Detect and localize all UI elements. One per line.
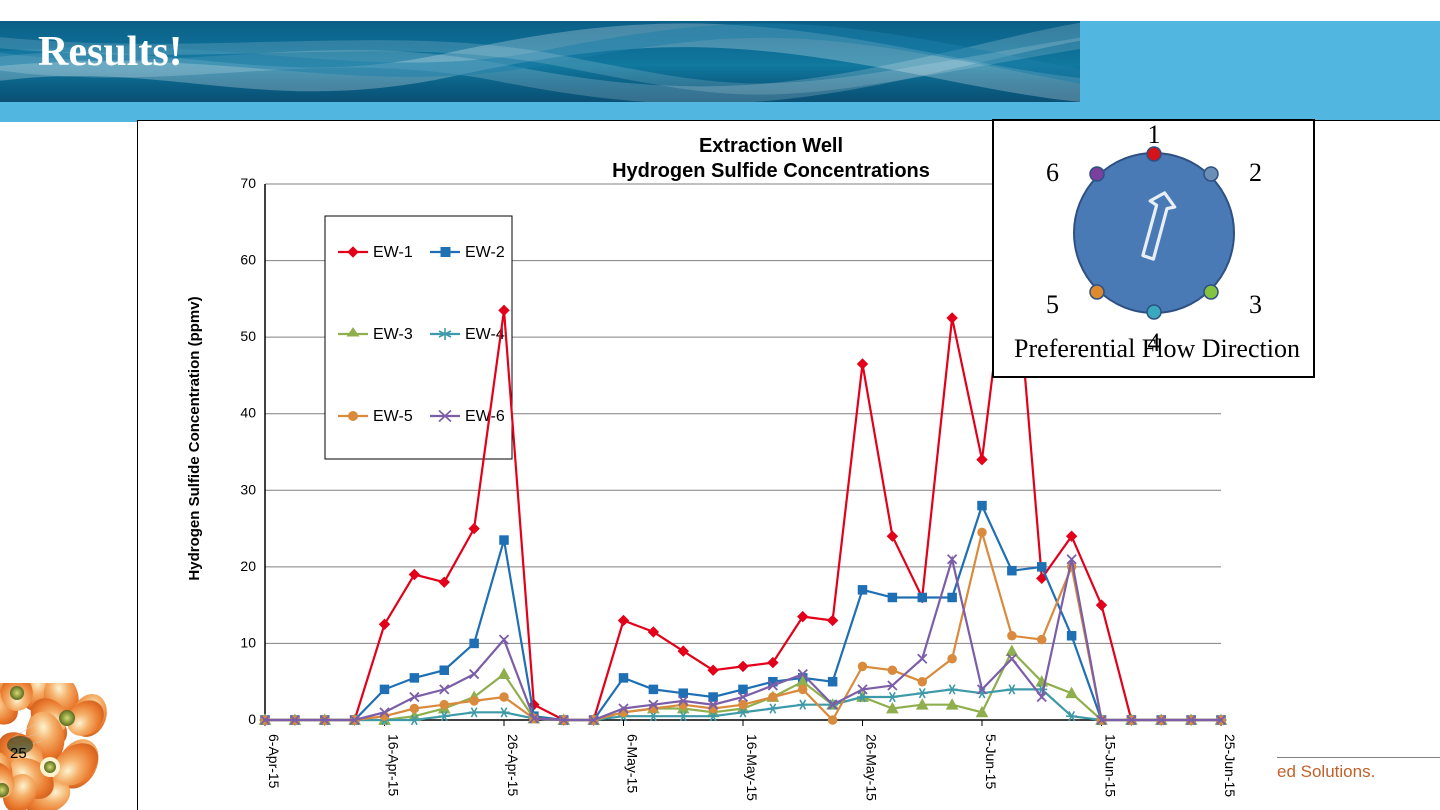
svg-text:EW-1: EW-1 — [373, 244, 413, 261]
svg-text:1: 1 — [1148, 121, 1161, 149]
svg-text:0: 0 — [248, 711, 256, 727]
svg-text:30: 30 — [240, 481, 256, 497]
svg-text:16-Apr-15: 16-Apr-15 — [386, 734, 402, 796]
svg-text:16-May-15: 16-May-15 — [744, 734, 760, 801]
svg-text:70: 70 — [240, 175, 256, 191]
svg-text:26-Apr-15: 26-Apr-15 — [505, 734, 521, 796]
svg-text:EW-2: EW-2 — [465, 244, 505, 261]
svg-text:EW-5: EW-5 — [373, 408, 413, 425]
svg-text:15-Jun-15: 15-Jun-15 — [1103, 734, 1119, 797]
svg-text:2: 2 — [1249, 158, 1262, 187]
svg-text:10: 10 — [240, 634, 256, 650]
svg-text:6-May-15: 6-May-15 — [625, 734, 641, 793]
svg-text:20: 20 — [240, 558, 256, 574]
svg-text:5-Jun-15: 5-Jun-15 — [983, 734, 999, 789]
svg-text:EW-6: EW-6 — [465, 408, 505, 425]
svg-text:EW-3: EW-3 — [373, 326, 413, 343]
svg-text:25-Jun-15: 25-Jun-15 — [1222, 734, 1238, 797]
svg-text:50: 50 — [240, 328, 256, 344]
svg-text:3: 3 — [1249, 290, 1262, 319]
svg-text:40: 40 — [240, 405, 256, 421]
svg-text:6: 6 — [1046, 158, 1059, 187]
svg-text:6-Apr-15: 6-Apr-15 — [266, 734, 282, 789]
svg-text:5: 5 — [1046, 290, 1059, 319]
svg-text:26-May-15: 26-May-15 — [864, 734, 880, 801]
svg-text:60: 60 — [240, 252, 256, 268]
